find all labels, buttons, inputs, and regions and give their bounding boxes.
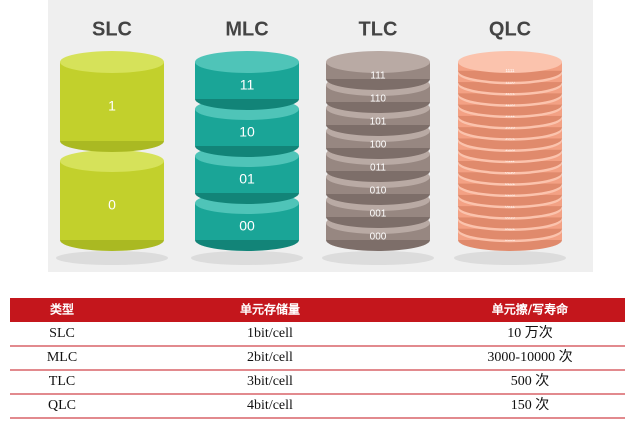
shadow [454,251,566,265]
disc-body [60,161,164,240]
disc-label: 0 [108,197,116,213]
disc-label: 001 [370,209,387,220]
shadow [322,251,434,265]
disc-label: 100 [370,140,387,151]
table-cell: 2bit/cell [247,350,293,365]
shadow [191,251,303,265]
shadow [56,251,168,265]
table-cell: 10 万次 [507,325,553,341]
disc-label: 101 [370,117,387,128]
table-header-cell: 单元擦/写寿命 [492,302,569,317]
disc-label: 1111 [505,68,515,73]
disc-label: 010 [370,186,387,197]
table-header-cell: 单元存储量 [240,302,300,317]
disc-top [60,150,164,172]
disc-top [60,51,164,73]
disc-label: 1 [108,98,116,114]
disc-label: 011 [370,163,386,174]
disc-label: 01 [239,171,255,187]
table-cell: 500 次 [511,373,550,389]
disc-label: 110 [370,94,386,105]
disc-top [326,51,430,73]
disc-label: 10 [239,124,255,140]
disc-label: 11 [240,77,255,93]
disc-body [60,62,164,141]
table-cell: MLC [47,350,77,365]
table-cell: QLC [48,398,76,413]
table-cell: 1bit/cell [247,326,293,341]
table-cell: TLC [49,374,75,389]
table-cell: 3bit/cell [247,374,293,389]
table-cell: 150 次 [511,397,550,413]
stack-title: QLC [489,18,531,40]
table-cell: 4bit/cell [247,398,293,413]
disc-label: 000 [370,232,387,243]
disc-label: 111 [370,71,386,82]
disc-top [195,51,299,73]
table-header-cell: 类型 [50,302,74,317]
disc-label: 00 [239,218,255,234]
disc-top [458,51,562,73]
stack-title: TLC [359,18,398,40]
table-cell: SLC [49,326,75,341]
stack-title: MLC [225,18,268,40]
table-cell: 3000-10000 次 [487,349,572,365]
stack-title: SLC [92,18,132,40]
table-header-background [10,298,625,322]
